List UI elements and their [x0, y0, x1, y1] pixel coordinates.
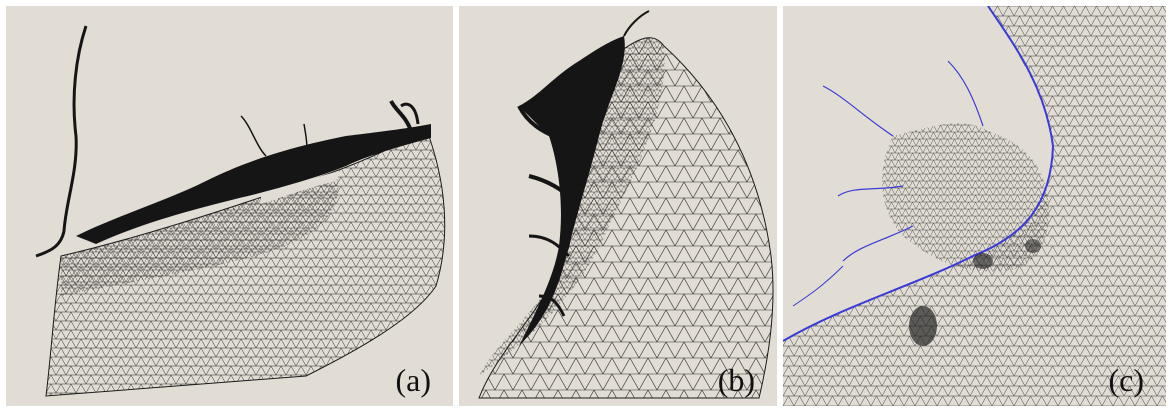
panel-a-mesh-region: [45, 127, 446, 397]
panel-c-sound: [882, 123, 1049, 272]
panel-b-mesh-drawing: [478, 10, 774, 399]
panel-b-label: (b): [717, 362, 755, 398]
panel-c-mesh-drawing: [783, 6, 1166, 406]
panel-c-mesh-region: [783, 6, 1166, 406]
panel-a-sound: [76, 124, 431, 244]
panel-b: (b): [459, 6, 777, 406]
panel-a-label: (a): [395, 362, 431, 398]
panel-b-bay: [519, 36, 625, 346]
panel-a-river: [35, 25, 88, 258]
panel-c: (c): [783, 6, 1166, 406]
panel-a: (a): [6, 6, 453, 406]
panel-c-coastline: [783, 6, 1055, 342]
panel-c-label: (c): [1108, 362, 1144, 398]
panel-a-mesh-drawing: [35, 25, 446, 397]
